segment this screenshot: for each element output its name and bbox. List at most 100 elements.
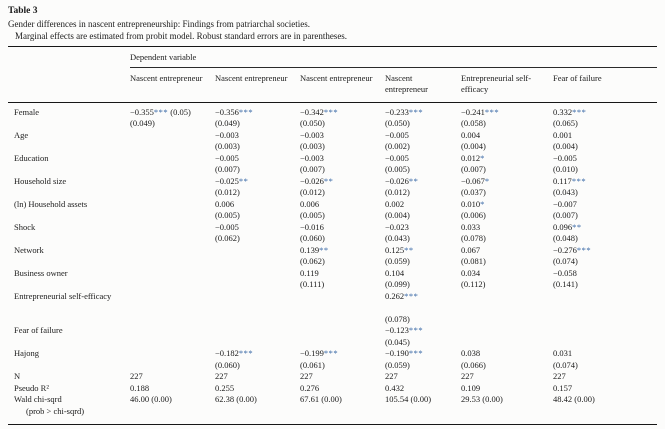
column-header: Fear of failure [553, 67, 658, 103]
coefficient-value: −0.005 [553, 152, 577, 163]
coefficient-value: 67.61 (0.00) [300, 394, 342, 404]
table-title-block: Table 3 Gender differences in nascent en… [0, 0, 665, 42]
coefficient-value: −0.003 [300, 152, 324, 163]
coefficient-value: 227 [130, 371, 143, 381]
table-cell: −0.241*** (0.058) [461, 102, 553, 130]
table-cell: −0.123*** (0.045) [385, 325, 461, 348]
significance-stars: ** [319, 244, 329, 255]
standard-error: (0.005) [385, 164, 410, 174]
standard-error: (0.066) [461, 359, 486, 370]
standard-error: (0.060) [300, 233, 325, 243]
coefficient-value: 0.033 [461, 221, 481, 232]
coefficient-value: 0.109 [461, 382, 481, 393]
coefficient-value: 0.012* [461, 152, 485, 163]
coefficient-value: −0.182*** [215, 348, 254, 358]
table-cell: 0.255 [215, 383, 300, 395]
table-cell: 0.031 (0.074) [553, 348, 657, 371]
row-label: Entrepreneurial self-efficacy [14, 290, 112, 301]
coefficient-value: 0.010* [461, 198, 485, 209]
coefficient-value: 0.104 [385, 267, 405, 278]
table-cell: −0.276*** (0.074) [553, 245, 657, 268]
significance-stars: *** [153, 106, 169, 117]
table-cell: 0.012* (0.007) [461, 153, 553, 176]
table-cell: 0.188 [130, 383, 215, 395]
table-cell: −0.005 (0.062) [215, 222, 300, 245]
row-label-cell: Network [8, 245, 130, 268]
table-cell [300, 291, 385, 326]
coefficient-value: −0.005 [385, 129, 409, 140]
table-cell: 0.033 (0.078) [461, 222, 553, 245]
coefficient-value: 105.54 (0.00) [385, 394, 432, 404]
standard-error: (0.049) [130, 118, 155, 128]
table-cell: 0.004 (0.004) [461, 130, 553, 153]
significance-stars: *** [571, 175, 587, 186]
table-cell: 227 [215, 371, 300, 383]
coefficient-value: 227 [215, 371, 228, 381]
standard-error: (0.081) [461, 256, 486, 266]
table-cell [461, 325, 553, 348]
table-cell: −0.342*** (0.050) [300, 102, 385, 130]
table-row: Age −0.003 (0.003) −0.003 (0.003) −0.005 (0.00… [8, 130, 657, 153]
coefficient-value: 0.006 [215, 198, 235, 209]
standard-error: (0.074) [553, 359, 578, 370]
table-cell [130, 130, 215, 153]
table-cell [130, 245, 215, 268]
row-label: Network [14, 244, 44, 255]
standard-error: (0.043) [385, 233, 410, 243]
table-row: Hajong −0.182*** (0.060) −0.199*** (0.061) −0… [8, 348, 657, 371]
table-cell [553, 291, 657, 326]
coefficient-value: −0.241*** [461, 106, 500, 117]
coefficient-value: −0.342*** [300, 106, 339, 117]
table-row: N 227 227 227 227 227 227 [8, 371, 657, 383]
table-row: Pseudo R² 0.188 0.255 0.276 0.432 0.109 0.157 [8, 383, 657, 395]
table-cell: −0.007 (0.007) [553, 199, 657, 222]
coefficient-value: 0.001 [553, 129, 573, 140]
standard-error: (0.010) [553, 164, 578, 174]
significance-stars: *** [576, 244, 592, 255]
standard-error: (0.111) [300, 279, 325, 289]
coefficient-value: −0.276*** [553, 244, 592, 255]
coefficient-value: −0.023 [385, 221, 409, 232]
table-cell: 0.432 [385, 383, 461, 395]
standard-error: (0.048) [553, 233, 578, 243]
coefficient-value: 0.157 [553, 382, 573, 393]
coefficient-value: 0.262*** [385, 290, 419, 301]
coefficient-value: 0.067 [461, 244, 481, 255]
table-row: Shock −0.005 (0.062) −0.016 (0.060) −0.023 (0.… [8, 222, 657, 245]
column-header: Nascent entrepreneur [130, 67, 215, 103]
table-cell [130, 153, 215, 176]
coefficient-value: 227 [300, 371, 313, 381]
significance-stars: *** [323, 106, 339, 117]
standard-error: (0.059) [385, 256, 410, 266]
coefficient-value: 227 [461, 371, 474, 381]
coefficient-value: 0.034 [461, 267, 481, 278]
standard-error: (0.004) [553, 141, 578, 151]
table-row: Female −0.355*** (0.05) (0.049) −0.356*** (0… [8, 102, 657, 130]
table-cell: 227 [385, 371, 461, 383]
results-table: Dependent variable Nascent entrepreneur … [8, 46, 658, 425]
table-cell: −0.058 (0.141) [553, 268, 657, 291]
coefficient-value: 0.038 [461, 348, 481, 358]
table-cell: −0.005 (0.002) [385, 130, 461, 153]
table-cell: −0.025** (0.012) [215, 176, 300, 199]
coefficient-value: 227 [385, 371, 398, 381]
table-cell: −0.023 (0.043) [385, 222, 461, 245]
significance-stars: *** [408, 106, 424, 117]
table-row: (ln) Household assets 0.006 (0.005) 0.006 (0… [8, 199, 657, 222]
table-cell: 0.157 [553, 383, 657, 395]
table-cell [553, 325, 657, 348]
empty-header-cell [8, 47, 130, 68]
spanner-label: Dependent variable [130, 46, 658, 68]
row-label: Shock [14, 221, 36, 232]
coefficient-value: 0.125** [385, 244, 414, 255]
standard-error: (0.007) [461, 164, 486, 174]
row-label-cell: Education [8, 153, 130, 176]
table-cell: 0.262*** (0.078) [385, 291, 461, 326]
table-cell: 0.332*** (0.065) [553, 102, 657, 130]
significance-stars: *** [408, 325, 424, 335]
row-label-cell: N [8, 371, 130, 383]
coefficient-value: 0.332*** [553, 106, 587, 117]
significance-stars: *** [323, 348, 339, 358]
table-cell: 67.61 (0.00) [300, 394, 385, 425]
significance-stars: ** [238, 175, 249, 186]
